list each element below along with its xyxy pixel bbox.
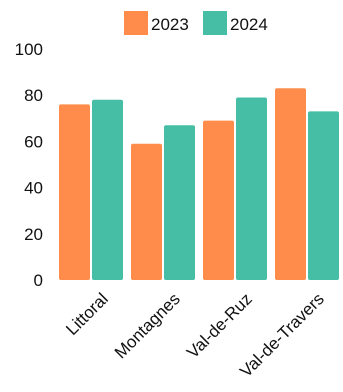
y-axis: 0 20 40 60 80 100 xyxy=(15,40,43,290)
bar-2024-val-de-travers xyxy=(308,111,339,281)
y-tick-label: 80 xyxy=(24,86,43,105)
legend-label-2024: 2024 xyxy=(230,15,268,34)
y-tick-label: 20 xyxy=(24,225,43,244)
y-tick-label: 40 xyxy=(24,179,43,198)
bar-2023-littoral xyxy=(59,104,90,281)
legend: 2023 2024 xyxy=(124,11,268,35)
x-tick-label: Montagnes xyxy=(111,289,184,362)
bar-2023-val-de-travers xyxy=(275,88,306,280)
x-tick-label: Val-de-Ruz xyxy=(183,289,256,362)
bar-2024-littoral xyxy=(92,99,123,280)
legend-label-2023: 2023 xyxy=(151,15,189,34)
y-tick-label: 100 xyxy=(15,40,43,59)
legend-swatch-2023 xyxy=(124,11,148,35)
x-axis: Littoral Montagnes Val-de-RuzVal-de-Traver… xyxy=(62,289,328,381)
legend-swatch-2024 xyxy=(203,11,227,35)
y-tick-label: 0 xyxy=(34,271,43,290)
bars xyxy=(59,88,339,281)
bar-2023-montagnes xyxy=(131,143,162,280)
bar-2023-val-de-ruz xyxy=(203,120,234,280)
x-tick-label: Littoral xyxy=(62,289,112,339)
y-tick-label: 60 xyxy=(24,132,43,151)
bar-2024-val-de-ruz xyxy=(236,97,267,280)
bar-2024-montagnes xyxy=(164,125,195,280)
